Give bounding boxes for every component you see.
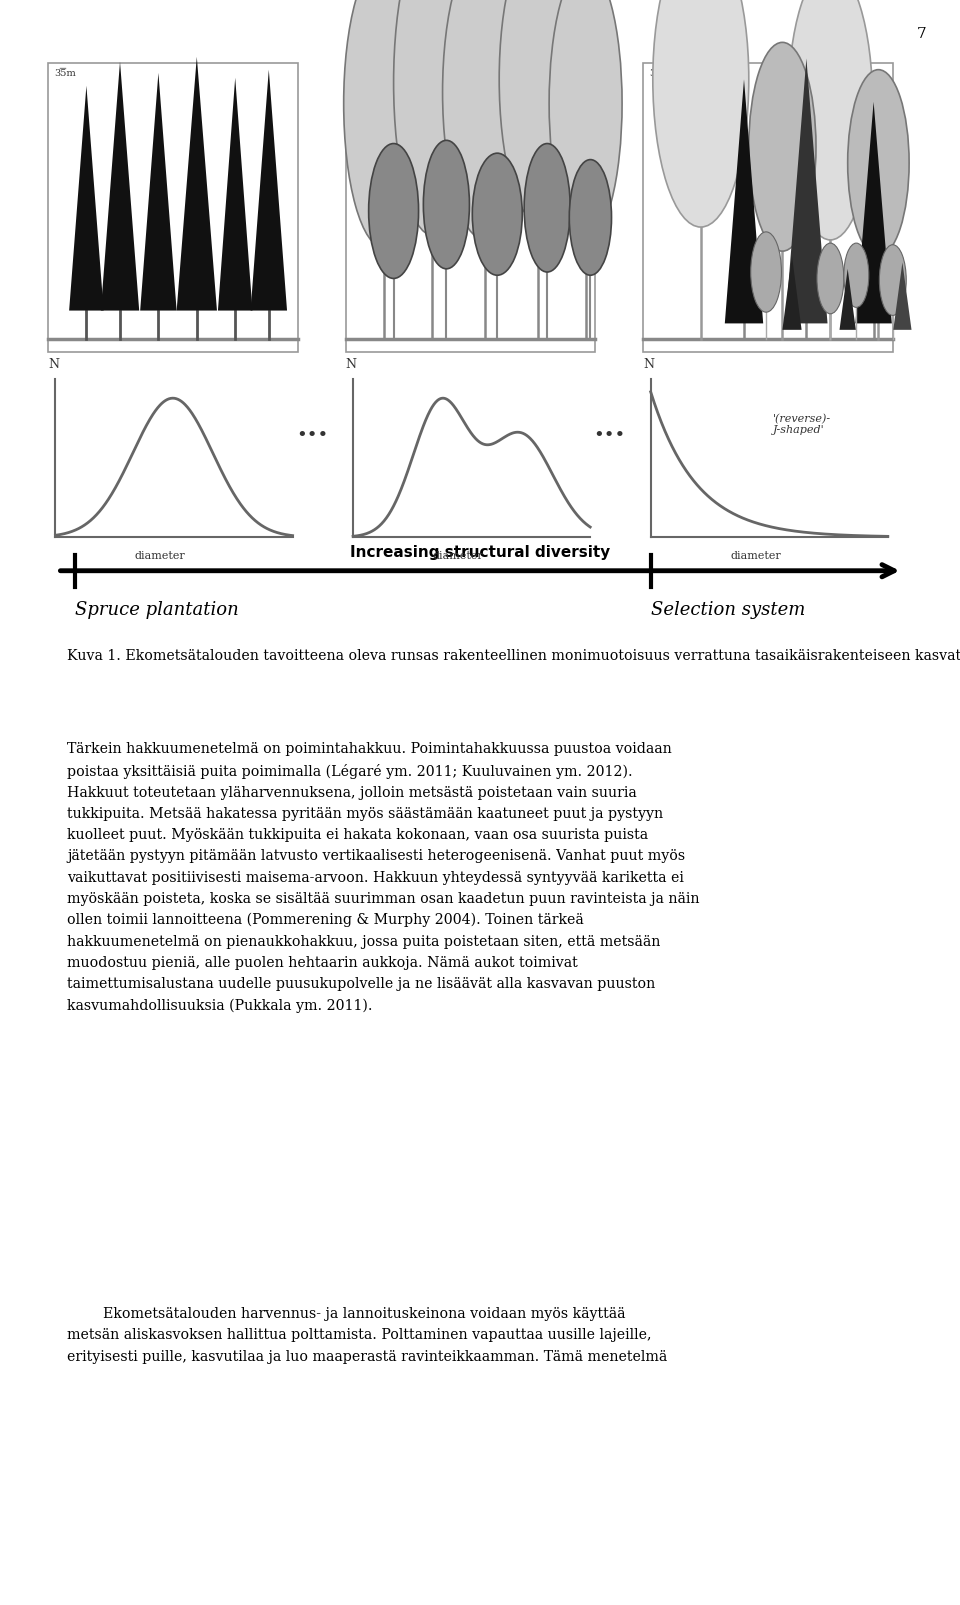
Text: •••: ••• [593,425,626,445]
Text: N: N [346,358,356,371]
Ellipse shape [751,233,781,313]
Ellipse shape [472,154,522,276]
Text: Kuva 1. Ekometsätalouden tavoitteena oleva runsas rakenteellinen monimuotoisuus : Kuva 1. Ekometsätalouden tavoitteena ole… [67,648,960,663]
Ellipse shape [879,246,906,316]
Polygon shape [785,59,828,324]
Polygon shape [894,263,912,331]
Polygon shape [177,58,217,311]
Polygon shape [855,103,892,324]
Text: Ekometsätalouden harvennus- ja lannoituskeinona voidaan myös käyttää
metsän alis: Ekometsätalouden harvennus- ja lannoitus… [67,1306,667,1363]
Ellipse shape [844,244,869,308]
Text: Increasing structural diversity: Increasing structural diversity [349,546,611,560]
Polygon shape [725,80,763,324]
Text: diameter: diameter [433,551,483,560]
Ellipse shape [524,144,570,273]
Ellipse shape [423,141,469,270]
Text: 35m: 35m [649,69,671,79]
Text: •••: ••• [296,425,328,445]
Ellipse shape [848,71,909,257]
Ellipse shape [788,0,873,241]
Polygon shape [839,270,855,331]
Ellipse shape [569,160,612,276]
Text: N: N [643,358,654,371]
Bar [48,64,298,353]
Ellipse shape [369,144,419,279]
Text: diameter: diameter [731,551,780,560]
Text: N: N [48,358,59,371]
Text: '(reverse)-
J-shaped': '(reverse)- J-shaped' [773,412,831,435]
Polygon shape [218,79,252,311]
Text: Spruce plantation: Spruce plantation [75,600,239,620]
Ellipse shape [344,0,424,249]
Ellipse shape [443,0,527,241]
Text: Selection system: Selection system [651,600,805,620]
Ellipse shape [499,0,576,221]
Bar [643,64,893,353]
Text: diameter: diameter [135,551,185,560]
Ellipse shape [394,0,470,236]
Ellipse shape [653,0,749,228]
Text: Tärkein hakkuumenetelmä on poimintahakkuu. Poimintahakkuussa puustoa voidaan
poi: Tärkein hakkuumenetelmä on poimintahakku… [67,742,700,1013]
Polygon shape [251,71,287,311]
Polygon shape [101,63,139,311]
Polygon shape [140,74,177,311]
Bar [346,64,595,353]
Text: 7: 7 [917,27,926,42]
Text: 35m: 35m [54,69,76,79]
Text: 35m: 35m [351,69,373,79]
Ellipse shape [549,0,622,242]
Polygon shape [69,87,104,311]
Ellipse shape [817,244,844,315]
Ellipse shape [749,43,816,252]
Polygon shape [782,257,802,331]
